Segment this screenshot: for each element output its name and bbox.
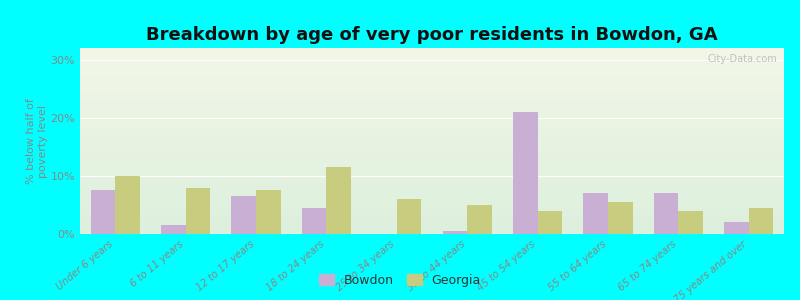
Bar — [538, 211, 562, 234]
Bar — [583, 193, 608, 234]
Bar — [186, 188, 210, 234]
Bar — [90, 190, 115, 234]
Bar — [513, 112, 538, 234]
Bar — [654, 193, 678, 234]
Bar — [302, 208, 326, 234]
Bar — [724, 222, 749, 234]
Text: City-Data.com: City-Data.com — [707, 54, 777, 64]
Title: Breakdown by age of very poor residents in Bowdon, GA: Breakdown by age of very poor residents … — [146, 26, 718, 44]
Bar — [231, 196, 256, 234]
Bar — [161, 225, 186, 234]
Bar — [256, 190, 281, 234]
Bar — [442, 231, 467, 234]
Bar — [397, 199, 422, 234]
Legend: Bowdon, Georgia: Bowdon, Georgia — [315, 270, 485, 291]
Bar — [608, 202, 633, 234]
Bar — [749, 208, 774, 234]
Bar — [467, 205, 492, 234]
Bar — [678, 211, 703, 234]
Y-axis label: % below half of
poverty level: % below half of poverty level — [26, 98, 48, 184]
Bar — [115, 176, 140, 234]
Bar — [326, 167, 351, 234]
